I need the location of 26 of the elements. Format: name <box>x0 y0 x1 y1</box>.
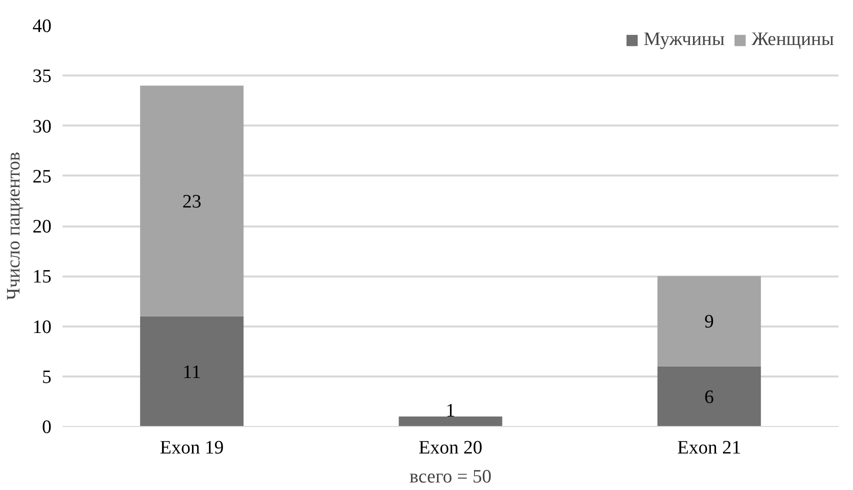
bar <box>657 276 761 366</box>
data-label: 6 <box>704 386 714 408</box>
x-tick-label: Exon 19 <box>160 438 224 458</box>
data-label: 9 <box>704 312 714 333</box>
data-label: 1 <box>446 400 456 422</box>
y-tick-label: 5 <box>42 366 52 388</box>
bar <box>398 416 502 426</box>
legend-label: Мужчины <box>644 29 725 51</box>
y-tick-label: 25 <box>32 166 52 188</box>
y-tick-label: 10 <box>32 316 52 338</box>
data-label: 23 <box>182 191 202 212</box>
x-tick-label: Exon 21 <box>677 438 742 458</box>
bar <box>140 316 244 426</box>
y-tick-label: 35 <box>32 66 52 88</box>
x-tick-label: Exon 20 <box>418 438 482 458</box>
bar <box>140 86 244 316</box>
y-tick-label: 30 <box>32 116 52 138</box>
y-tick-label: 20 <box>32 216 52 238</box>
y-tick-label: 0 <box>42 417 52 438</box>
bar <box>657 366 761 426</box>
data-label: 11 <box>182 362 201 383</box>
y-tick-label: 40 <box>32 16 52 37</box>
x-axis-title: всего = 50 <box>410 466 492 488</box>
y-axis-title: Ччисло пациентов <box>4 152 24 300</box>
legend-label: Женщины <box>752 29 834 51</box>
y-tick-label: 15 <box>32 266 52 288</box>
